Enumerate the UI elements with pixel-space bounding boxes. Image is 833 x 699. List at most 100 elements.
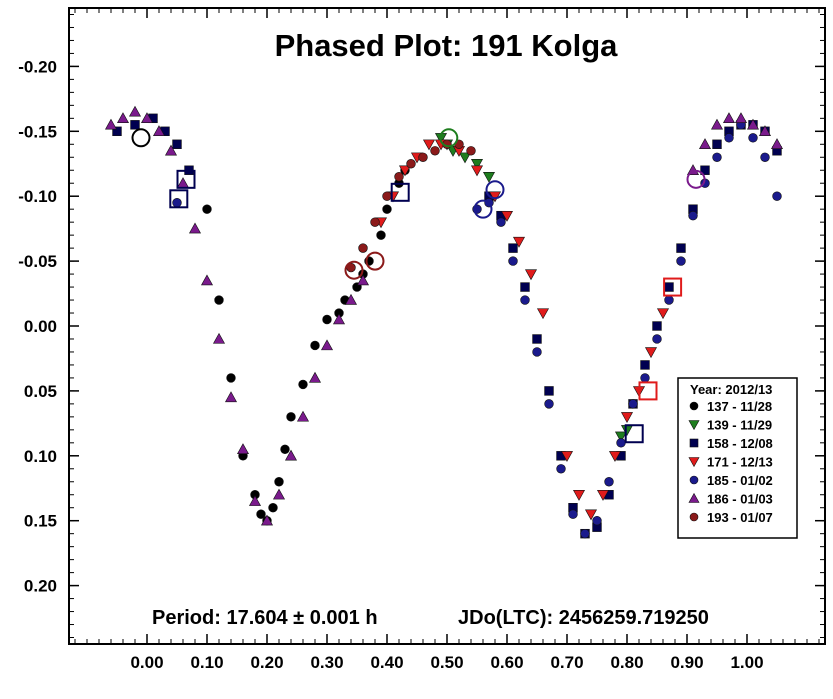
data-point (656, 308, 670, 320)
legend-entry: 171 - 12/13 (688, 455, 773, 470)
y-tick-label: 0.20 (24, 577, 57, 596)
data-point (344, 293, 358, 305)
x-tick-label: 0.60 (490, 653, 523, 672)
data-point (104, 118, 118, 130)
data-point (164, 144, 178, 156)
data-point (748, 133, 758, 143)
data-point (332, 313, 346, 325)
y-tick-label: 0.15 (24, 512, 57, 531)
data-point (394, 172, 404, 182)
highlighted-point (473, 199, 493, 219)
data-point (520, 295, 530, 305)
data-point (248, 495, 262, 506)
data-point (382, 204, 392, 214)
series-186-01-03 (104, 105, 784, 526)
data-point (226, 373, 236, 383)
data-point (712, 152, 722, 162)
data-point (458, 152, 472, 164)
epoch-label: JDo(LTC): 2456259.719250 (458, 607, 709, 629)
legend-marker (689, 438, 699, 448)
data-point (724, 133, 734, 143)
data-point (256, 509, 266, 519)
data-point (298, 379, 308, 390)
data-point (466, 146, 476, 156)
data-point (604, 477, 614, 487)
legend-label: 137 - 11/28 (707, 399, 772, 414)
data-point (224, 391, 238, 403)
data-point (520, 282, 530, 292)
y-tick-label: 0.10 (24, 447, 57, 466)
data-point (572, 490, 586, 501)
data-point (652, 321, 662, 331)
legend: Year: 2012/13 137 - 11/28 139 - 11/29 158 … (677, 377, 798, 539)
data-point (418, 152, 428, 162)
data-point (652, 334, 662, 344)
data-point (746, 118, 760, 130)
data-point (712, 139, 722, 149)
data-point (322, 314, 332, 325)
data-point (770, 138, 784, 149)
data-point (544, 399, 554, 409)
data-point (274, 477, 284, 487)
x-tick-label: 0.40 (370, 653, 403, 672)
data-point (508, 256, 518, 266)
data-point (620, 412, 634, 423)
data-point (556, 464, 566, 474)
data-point (688, 210, 698, 221)
data-point (140, 112, 154, 124)
data-point (430, 146, 440, 156)
data-point (358, 243, 368, 253)
data-point (272, 488, 286, 500)
legend-marker (689, 401, 699, 411)
data-point (568, 509, 578, 519)
data-point (496, 217, 506, 227)
data-point (698, 138, 712, 149)
highlighted-point (638, 381, 658, 401)
data-point (212, 332, 226, 344)
data-point (640, 373, 650, 383)
highlighted-point (365, 251, 385, 271)
data-point (700, 165, 710, 175)
data-point (280, 444, 290, 455)
legend-label: 185 - 01/02 (707, 473, 773, 488)
legend-marker (689, 512, 699, 522)
x-tick-label: 0.10 (190, 653, 223, 672)
data-point (130, 120, 140, 130)
y-tick-label: 0.05 (24, 382, 57, 401)
x-tick-label: 0.70 (550, 653, 583, 672)
data-point (308, 371, 322, 383)
data-point (664, 282, 674, 292)
highlighted-point (176, 169, 196, 189)
data-point (760, 152, 770, 162)
data-point (596, 490, 610, 501)
data-point (532, 347, 542, 357)
data-point (580, 528, 590, 539)
data-point (482, 172, 496, 183)
data-point (398, 165, 412, 177)
highlighted-point (344, 260, 364, 280)
data-point (200, 274, 214, 286)
data-point (584, 509, 598, 521)
x-tick-label: 0.00 (130, 653, 163, 672)
y-tick-label: -0.10 (18, 187, 57, 206)
highlighted-point (131, 128, 151, 148)
x-tick-label: 0.20 (250, 653, 283, 672)
x-tick-label: 0.90 (670, 653, 703, 672)
highlighted-points (131, 128, 706, 444)
data-point (560, 451, 574, 462)
highlighted-point (485, 180, 505, 200)
data-point (128, 105, 142, 117)
legend-entry: 139 - 11/29 (688, 418, 772, 433)
data-point (260, 514, 274, 526)
data-point (772, 191, 782, 201)
legend-entry: 185 - 01/02 (689, 473, 773, 488)
x-axis: 0.00 0.10 0.20 0.30 0.40 0.50 0.60 0.70 0.80 0.90… (74, 8, 820, 672)
legend-entry: 158 - 12/08 (689, 436, 773, 451)
data-point (722, 112, 736, 124)
legend-entry: 186 - 01/03 (688, 492, 773, 507)
data-point (710, 118, 724, 130)
data-point (188, 222, 202, 234)
data-point (376, 230, 386, 240)
